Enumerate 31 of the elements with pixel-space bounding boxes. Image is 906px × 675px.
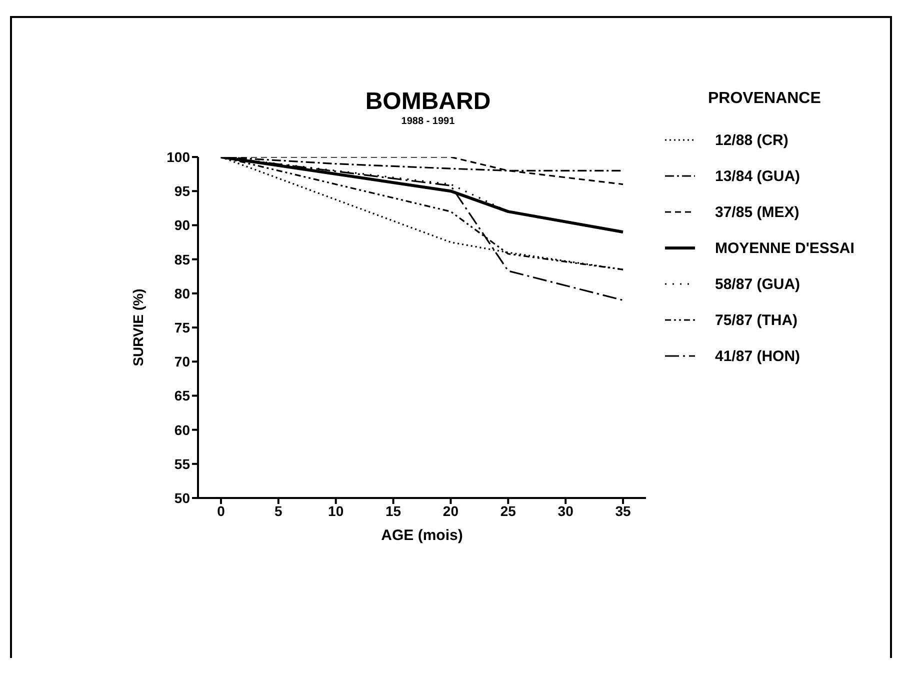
legend-label: 12/88 (CR) [715,132,788,148]
legend-label: 41/87 (HON) [715,348,800,364]
y-tick-label: 70 [174,354,190,370]
y-tick-label: 85 [174,251,190,268]
x-tick-label: 30 [558,502,574,519]
y-tick-label: 50 [174,490,190,506]
x-tick-label: 20 [442,502,459,519]
y-tick-label: 100 [166,148,190,165]
x-tick-label: 5 [274,502,283,519]
y-axis-title: SURVIE (%) [130,288,146,366]
y-tick-label: 65 [174,388,190,404]
y-tick-label: 80 [174,285,190,302]
x-tick-label: 15 [385,502,402,519]
chart-subtitle: 1988 - 1991 [400,116,456,127]
y-tick-label: 95 [174,183,190,200]
y-tick-label: 55 [174,456,190,472]
x-tick-label: 0 [217,502,226,519]
x-tick-label: 10 [328,502,344,519]
y-tick-label: 75 [174,319,190,336]
legend-label: 13/84 (GUA) [715,168,800,184]
legend-label: 75/87 (THA) [715,312,798,328]
y-tick-label: 90 [174,217,190,234]
y-tick-label: 60 [174,422,190,438]
legend-label: 58/87 (GUA) [715,276,800,292]
chart-title: BOMBARD [364,88,492,116]
legend-title: PROVENANCE [708,90,822,108]
legend-label: MOYENNE D'ESSAI [715,240,854,256]
x-tick-label: 35 [615,502,632,519]
x-axis-title: AGE (mois) [381,527,463,544]
x-tick-label: 25 [500,502,516,519]
legend-label: 37/85 (MEX) [715,204,800,220]
